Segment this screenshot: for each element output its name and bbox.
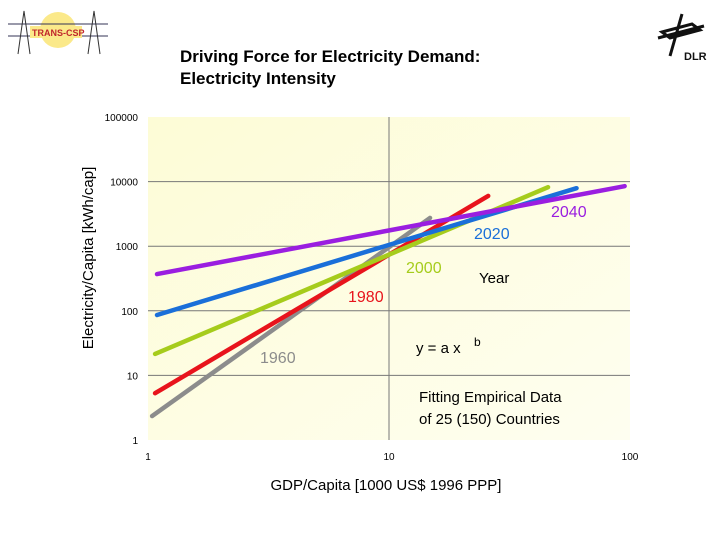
note-line-2: of 25 (150) Countries	[419, 411, 560, 428]
y-tick-label: 1000	[116, 242, 139, 253]
x-axis-label: GDP/Capita [1000 US$ 1996 PPP]	[271, 477, 502, 494]
y-tick-label: 10	[127, 371, 139, 382]
series-label-1980: 1980	[348, 289, 384, 306]
series-label-2040: 2040	[551, 204, 587, 221]
formula: y = a x	[416, 340, 461, 357]
series-line-1960	[149, 215, 433, 419]
note-line-1: Fitting Empirical Data	[419, 389, 562, 406]
formula-exponent: b	[474, 335, 481, 349]
series-label-2000: 2000	[406, 260, 442, 277]
svg-text:TRANS-CSP: TRANS-CSP	[32, 28, 85, 38]
x-tick-label: 100	[622, 452, 639, 463]
y-tick-label: 100	[121, 307, 138, 318]
y-tick-label: 1	[132, 436, 138, 447]
trans-csp-logo: TRANS-CSP	[8, 6, 108, 61]
x-tick-label: 1	[145, 452, 151, 463]
y-tick-label: 100000	[105, 113, 139, 124]
svg-text:DLR: DLR	[684, 51, 707, 62]
page-title: Driving Force for Electricity Demand: El…	[180, 46, 480, 90]
title-line-2: Electricity Intensity	[180, 69, 336, 88]
y-axis-label: Electricity/Capita [kWh/cap]	[80, 167, 97, 350]
title-line-1: Driving Force for Electricity Demand:	[180, 47, 481, 66]
y-tick-label: 10000	[110, 178, 138, 189]
series-label-2020: 2020	[474, 226, 510, 243]
legend-title: Year	[479, 270, 509, 287]
dlr-logo: DLR	[652, 12, 712, 67]
series-line-1980	[152, 193, 491, 396]
series-label-1960: 1960	[260, 350, 296, 367]
series-line-2040	[154, 183, 627, 277]
x-tick-label: 10	[383, 452, 395, 463]
